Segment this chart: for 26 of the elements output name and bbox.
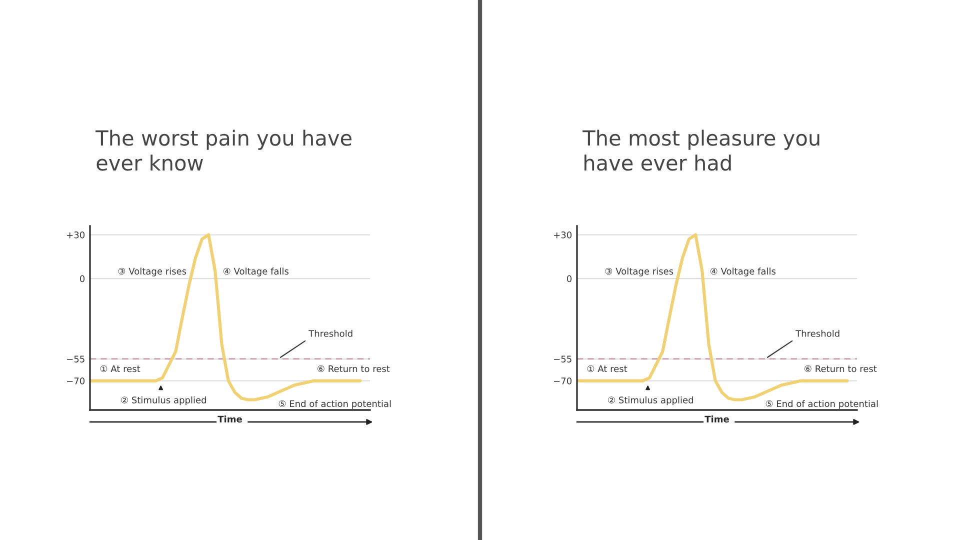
annotation: ① At rest [100, 365, 140, 372]
annotation: ④ Voltage falls [710, 268, 776, 276]
y-tick-label: −70 [554, 378, 572, 384]
chart-title: The worst pain you have ever know [96, 130, 352, 171]
x-axis-title: Time [704, 416, 729, 423]
y-tick-label: −70 [67, 378, 85, 384]
x-axis-title: Time [218, 416, 242, 423]
annotation: ① At rest [587, 365, 628, 372]
annotation: ③ Voltage rises [605, 268, 674, 276]
ref-line-label: Threshold [796, 330, 840, 337]
annotation: ④ Voltage falls [223, 268, 289, 276]
chart-title: The most pleasure you have ever had [582, 130, 820, 171]
y-tick-label: −55 [67, 356, 84, 362]
annotation: ② Stimulus applied [121, 396, 206, 406]
annotation: ② Stimulus applied [608, 396, 693, 406]
y-tick-label: +30 [554, 231, 572, 238]
y-tick-label: 0 [566, 275, 572, 282]
annotation: ③ Voltage rises [118, 268, 186, 276]
annotation: ⑥ Return to rest [318, 365, 390, 372]
y-tick-label: 0 [80, 275, 85, 282]
y-tick-label: +30 [67, 231, 85, 238]
annotation: ⑥ Return to rest [804, 365, 877, 372]
ref-line-label: Threshold [308, 330, 352, 337]
annotation: ⑤ End of action potential [766, 400, 878, 409]
y-tick-label: −55 [554, 356, 572, 362]
annotation: ⑤ End of action potential [278, 400, 391, 409]
